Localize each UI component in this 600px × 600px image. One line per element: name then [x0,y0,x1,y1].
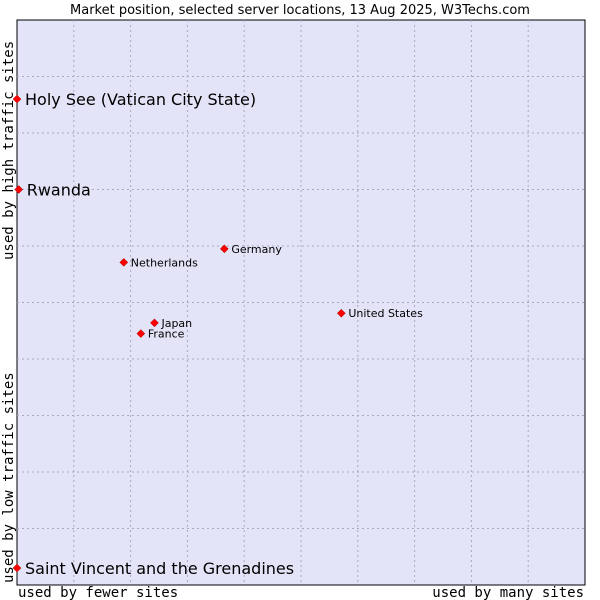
x-axis-label-low: used by fewer sites [18,585,178,600]
data-point-label: Saint Vincent and the Grenadines [25,559,294,578]
data-point-marker [12,563,22,573]
data-point-marker [14,185,24,194]
y-axis-label-low: used by low traffic sites [1,372,17,583]
data-point-marker [12,94,22,104]
x-axis-label-high: used by many sites [432,585,584,600]
data-point-label: Netherlands [131,256,198,269]
data-point-label: Japan [160,317,192,330]
grid-lines [17,20,585,585]
data-point-label: Holy See (Vatican City State) [25,90,256,109]
data-point-label: United States [348,307,423,320]
data-point-marker [136,329,146,338]
data-point-marker [150,318,159,328]
data-point-marker [119,258,129,267]
data-points: Holy See (Vatican City State) Rwanda Germa… [12,90,423,578]
y-axis-label-high: used by high traffic sites [1,41,17,260]
data-point-label: France [148,328,185,341]
data-point-label: Germany [231,243,282,256]
chart-title: Market position, selected server locatio… [70,3,530,18]
data-point-label: Rwanda [27,181,91,200]
data-point-marker [219,244,229,254]
data-point-marker [336,308,346,318]
